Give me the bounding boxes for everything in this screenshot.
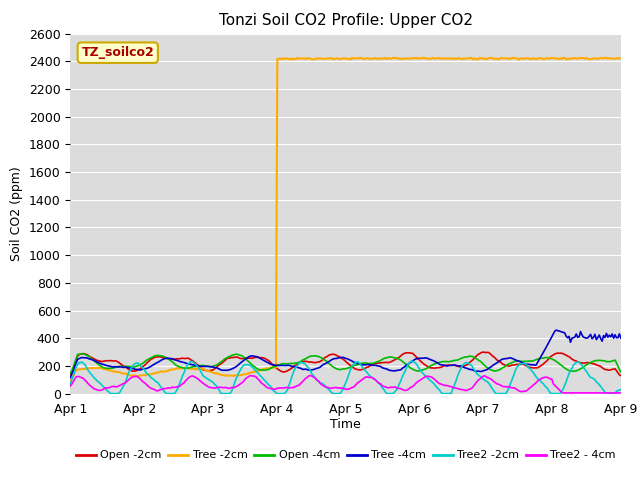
Tree -4cm <box>67 374 74 380</box>
Tree -2cm <box>614 55 622 61</box>
Tree -4cm <box>552 327 560 333</box>
Tree -4cm <box>459 364 467 370</box>
Text: TZ_soilco2: TZ_soilco2 <box>81 46 154 59</box>
Line: Tree -2cm: Tree -2cm <box>70 58 621 382</box>
Tree2 - 4cm <box>460 387 468 393</box>
Line: Tree2 -2cm: Tree2 -2cm <box>70 361 621 394</box>
Line: Tree -4cm: Tree -4cm <box>70 330 621 377</box>
Open -4cm <box>617 369 625 375</box>
Open -2cm <box>614 370 622 375</box>
Tree2 - 4cm <box>307 372 314 378</box>
Open -2cm <box>459 364 467 370</box>
Tree2 - 4cm <box>67 383 74 389</box>
Open -4cm <box>351 362 359 368</box>
Tree2 -2cm <box>407 359 415 364</box>
Tree -2cm <box>542 55 550 61</box>
Tree2 - 4cm <box>85 382 93 387</box>
Tree -4cm <box>614 335 622 341</box>
Tree2 -2cm <box>617 387 625 393</box>
Tree -4cm <box>617 335 625 341</box>
Tree -4cm <box>85 356 93 362</box>
Open -4cm <box>542 355 550 360</box>
Tree -2cm <box>85 365 93 371</box>
Tree2 -2cm <box>67 381 74 386</box>
Open -2cm <box>85 353 93 359</box>
Tree -4cm <box>349 359 357 365</box>
Line: Open -2cm: Open -2cm <box>70 352 621 375</box>
Line: Open -4cm: Open -4cm <box>70 354 621 373</box>
Open -2cm <box>617 372 625 378</box>
Tree -2cm <box>349 56 357 61</box>
Tree -2cm <box>102 366 110 372</box>
Tree2 - 4cm <box>616 390 623 396</box>
Open -2cm <box>67 372 74 378</box>
Open -4cm <box>614 363 622 369</box>
Open -4cm <box>78 351 86 357</box>
Y-axis label: Soil CO2 (ppm): Soil CO2 (ppm) <box>10 166 23 261</box>
Tree -4cm <box>541 347 548 353</box>
Open -2cm <box>542 359 550 364</box>
Tree -2cm <box>617 56 625 61</box>
Open -2cm <box>349 365 357 371</box>
Tree2 -2cm <box>108 391 116 396</box>
Tree2 - 4cm <box>617 390 625 396</box>
Open -2cm <box>479 349 486 355</box>
Tree2 - 4cm <box>559 390 567 396</box>
Line: Tree2 - 4cm: Tree2 - 4cm <box>70 375 621 393</box>
Tree -2cm <box>460 56 468 61</box>
Tree2 -2cm <box>85 369 93 374</box>
Title: Tonzi Soil CO2 Profile: Upper CO2: Tonzi Soil CO2 Profile: Upper CO2 <box>219 13 472 28</box>
Tree2 -2cm <box>616 387 623 393</box>
Tree2 -2cm <box>102 387 110 393</box>
Open -4cm <box>104 366 111 372</box>
Tree2 - 4cm <box>351 383 359 389</box>
Tree -2cm <box>420 55 428 60</box>
Legend: Open -2cm, Tree -2cm, Open -4cm, Tree -4cm, Tree2 -2cm, Tree2 - 4cm: Open -2cm, Tree -2cm, Open -4cm, Tree -4… <box>71 446 620 465</box>
Open -2cm <box>102 358 110 364</box>
Tree2 -2cm <box>461 360 469 365</box>
Open -4cm <box>67 370 74 376</box>
Tree2 - 4cm <box>102 385 110 391</box>
Open -4cm <box>460 354 468 360</box>
X-axis label: Time: Time <box>330 418 361 431</box>
Tree -2cm <box>67 379 74 384</box>
Tree2 -2cm <box>543 386 551 392</box>
Tree -4cm <box>102 362 110 368</box>
Tree2 - 4cm <box>542 374 550 380</box>
Tree2 -2cm <box>351 360 359 366</box>
Open -4cm <box>86 355 94 360</box>
